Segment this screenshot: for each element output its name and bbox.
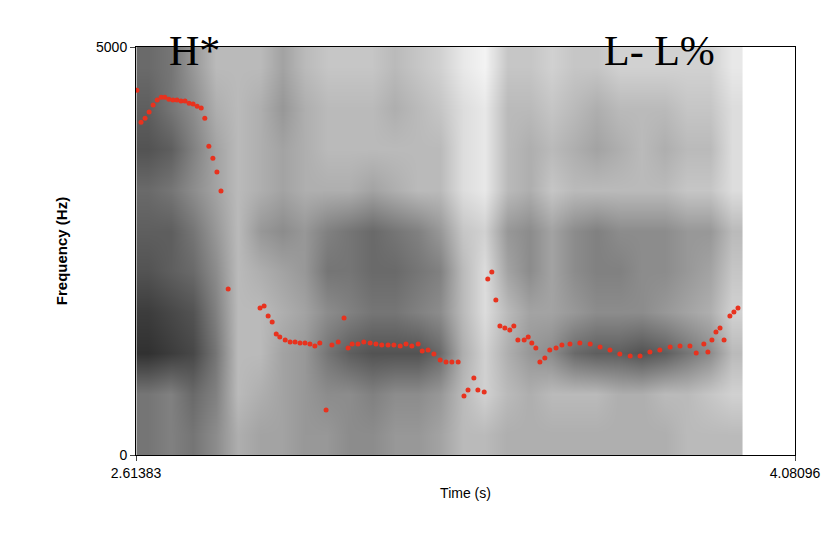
svg-text:L- L%: L- L%	[604, 28, 715, 74]
svg-text:5000: 5000	[96, 39, 127, 55]
svg-text:Time (s): Time (s)	[440, 485, 491, 501]
svg-text:4.08096: 4.08096	[770, 465, 821, 481]
svg-text:0: 0	[119, 447, 127, 463]
svg-text:Frequency (Hz): Frequency (Hz)	[53, 197, 70, 305]
svg-text:H*: H*	[169, 28, 220, 74]
svg-text:2.61383: 2.61383	[111, 465, 162, 481]
